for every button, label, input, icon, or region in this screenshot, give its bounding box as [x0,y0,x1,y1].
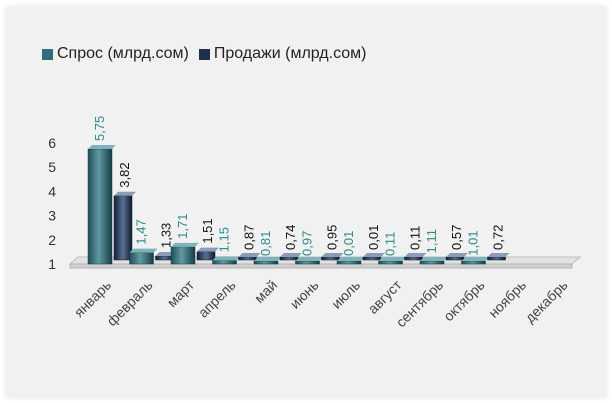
bar-demand-top [254,257,282,261]
bar-sales [279,256,299,261]
data-label-demand: 0,11 [383,232,398,256]
bar-sales-top [238,253,261,257]
bar-demand [87,148,113,265]
bar-demand-top [420,257,448,261]
data-label-sales: 0,95 [325,225,340,250]
y-tick-label: 3 [48,208,56,224]
data-label-demand: 1,11 [424,229,439,253]
bar-sales [445,256,465,261]
legend-label-demand: Спрос (млрд.сом) [57,45,189,62]
bar-demand [461,260,486,265]
data-label-demand: 0,01 [341,231,356,256]
bar-sales-top [114,191,136,196]
bar-sales [321,256,340,261]
data-label-demand: 0,97 [300,231,315,256]
data-label-sales: 0,11 [408,226,423,250]
bar-sales-top [363,253,385,257]
data-label-demand: 5,75 [92,116,107,141]
bar-sales-top [280,253,302,257]
x-tick-label: апрель [195,277,239,321]
bar-demand-top [129,248,158,253]
bar-demand [336,260,362,265]
bar-demand [378,260,403,265]
x-tick-label: май [251,277,280,306]
bar-sales [196,251,216,261]
chart-floor-front [69,263,573,269]
data-label-demand: 1,71 [175,214,190,239]
bar-demand-top [378,257,407,261]
bar-sales [487,256,506,261]
data-label-sales: 0,01 [366,225,381,250]
bar-sales-top [197,247,219,252]
bar-sales [362,256,382,261]
y-tick-label: 6 [48,135,56,151]
bar-demand [129,252,154,265]
bar-sales-top [446,253,468,257]
data-label-demand: 1,15 [217,227,232,252]
bar-demand-top [88,145,116,150]
legend-item-demand: Спрос (млрд.сом) [42,45,189,63]
bar-demand-top [461,257,490,261]
bar-sales-top [321,253,344,257]
x-tick-label: октябрь [440,277,487,324]
data-label-sales: 0,74 [283,225,298,250]
x-tick-label: февраль [103,277,155,329]
y-tick-label: 1 [48,256,56,272]
legend-label-sales: Продажи (млрд.сом) [213,45,367,62]
bar-demand-top [171,242,199,247]
bar-demand-top [337,257,365,261]
data-label-demand: 0,81 [258,231,273,256]
data-label-sales: 0,57 [449,225,464,250]
bar-sales [113,195,133,261]
chart-legend: Спрос (млрд.сом) Продажи (млрд.сом) [42,45,367,63]
bar-demand-top [212,256,241,261]
bar-demand [253,260,279,265]
data-label-sales: 1,33 [159,223,174,248]
x-tick-label: июнь [287,277,322,312]
bar-sales [404,256,423,261]
data-label-demand: 1,47 [134,219,149,244]
bar-demand [295,260,320,265]
bar-demand [170,246,196,265]
y-tick-label: 5 [48,159,56,175]
data-label-sales: 3,82 [117,162,132,187]
legend-swatch-demand [42,48,53,60]
legend-swatch-sales [198,48,210,60]
bar-sales-top [487,253,510,257]
data-label-sales: 1,51 [200,218,215,243]
data-label-sales: 0,72 [491,225,506,250]
bar-demand-top [295,257,324,261]
x-tick-label: июль [328,277,363,312]
bar-demand [212,260,237,265]
bar-demand [419,260,445,265]
data-label-demand: 1,01 [466,230,481,255]
y-tick-label: 4 [48,183,56,199]
bar-sales [238,256,257,261]
y-tick-label: 2 [48,232,56,248]
data-label-sales: 0,87 [242,225,257,250]
x-tick-label: август [365,276,405,316]
bar-sales-top [404,253,427,257]
x-tick-label: декабрь [522,277,571,326]
x-tick-label: март [164,276,198,310]
legend-item-sales: Продажи (млрд.сом) [198,45,367,63]
